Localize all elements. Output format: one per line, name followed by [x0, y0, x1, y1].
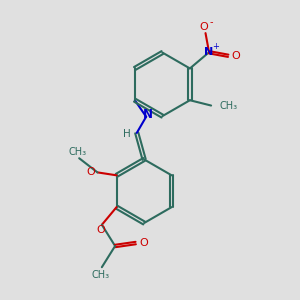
Text: O: O	[231, 51, 240, 61]
Text: H: H	[124, 129, 131, 140]
Text: O: O	[87, 167, 95, 177]
Text: CH₃: CH₃	[220, 100, 238, 110]
Text: O: O	[96, 225, 105, 235]
Text: -: -	[210, 17, 213, 27]
Text: N: N	[142, 108, 153, 121]
Text: O: O	[140, 238, 148, 248]
Text: CH₃: CH₃	[69, 147, 87, 157]
Text: O: O	[200, 22, 208, 32]
Text: +: +	[212, 42, 219, 51]
Text: N: N	[204, 47, 214, 57]
Text: CH₃: CH₃	[91, 270, 110, 280]
